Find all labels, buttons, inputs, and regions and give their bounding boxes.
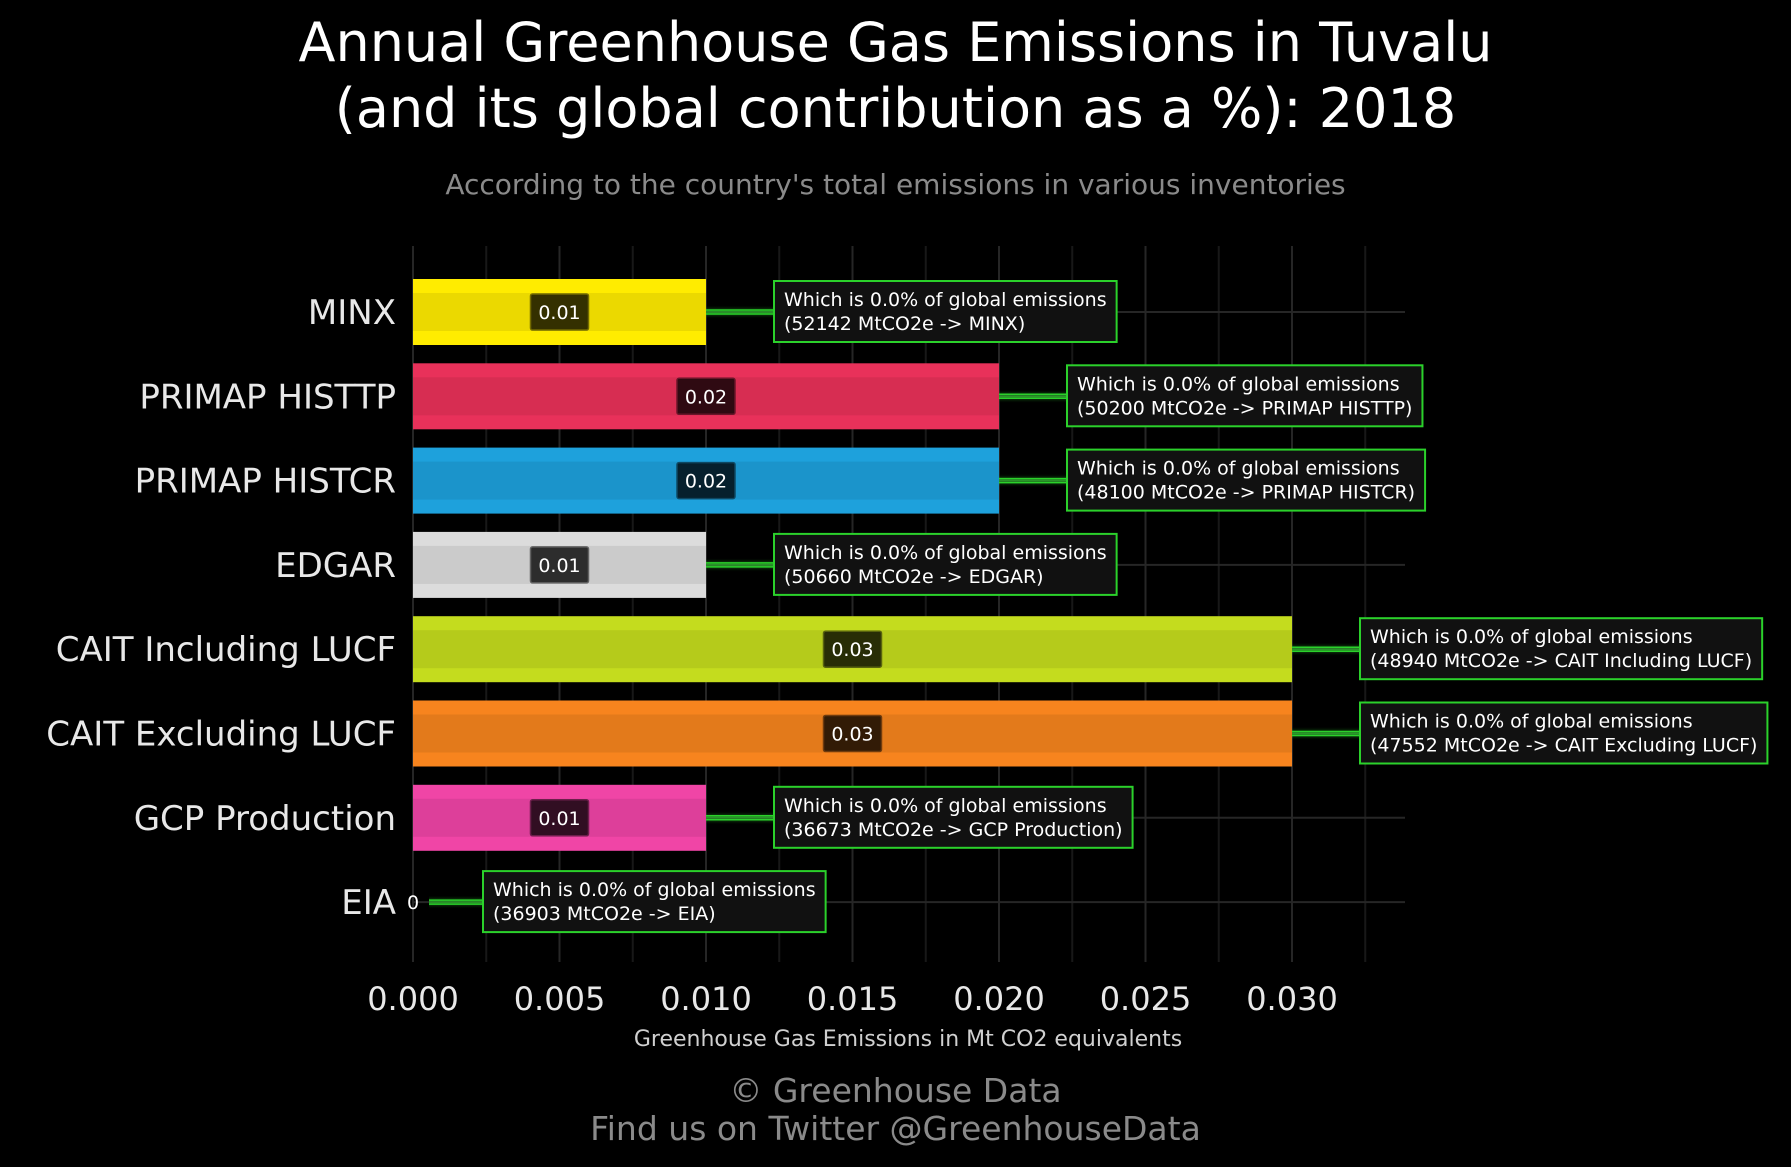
bar: 0.03 [413, 616, 1292, 683]
annotation: Which is 0.0% of global emissions(48100 … [1066, 448, 1427, 512]
connector-glow [999, 389, 1067, 404]
y-axis-label: PRIMAP HISTTP [139, 377, 396, 417]
y-axis-label: CAIT Excluding LUCF [46, 715, 396, 755]
connector-glow [1292, 726, 1360, 741]
annotation-connector [999, 473, 1067, 488]
annotation-connector [706, 810, 774, 825]
annotation: Which is 0.0% of global emissions(50660 … [773, 532, 1118, 596]
annotation-line-1: Which is 0.0% of global emissions [1370, 626, 1693, 648]
annotation: Which is 0.0% of global emissions(36673 … [773, 785, 1134, 849]
connector-glow [429, 895, 483, 910]
y-axis-label: MINX [308, 293, 396, 333]
bar: 0.02 [413, 447, 999, 514]
annotation-connector [706, 305, 774, 319]
annotation: Which is 0.0% of global emissions(36903 … [482, 870, 827, 934]
connector-glow [706, 305, 774, 319]
title-line-1: Annual Greenhouse Gas Emissions in Tuval… [298, 11, 1493, 74]
annotation-line-2: (48940 MtCO2e -> CAIT Including LUCF) [1370, 650, 1752, 672]
value-label: 0.02 [685, 386, 727, 408]
value-label-box [676, 461, 736, 500]
x-axis-ticks: 0.000 0.005 0.010 0.015 0.020 0.025 0.030 [367, 980, 1338, 1018]
annotation-connector [999, 389, 1067, 404]
annotation-box [1359, 617, 1764, 681]
footer: © Greenhouse Data Find us on Twitter @Gr… [0, 1072, 1791, 1148]
annotation-box [773, 532, 1118, 596]
x-tick-label: 0.000 [367, 980, 459, 1018]
title-line-2: (and its global contribution as a %): 20… [334, 77, 1457, 140]
value-label-box [676, 377, 736, 416]
value-label: 0.01 [538, 808, 580, 830]
annotation-line-2: (50660 MtCO2e -> EDGAR) [784, 566, 1044, 588]
x-tick-label: 0.015 [807, 980, 899, 1018]
value-label-box [529, 546, 590, 584]
grid-lines [412, 246, 1405, 962]
annotation-connector [429, 895, 483, 910]
annotation-line-2: (50200 MtCO2e -> PRIMAP HISTTP) [1077, 397, 1412, 419]
connector-glow [999, 473, 1067, 488]
annotation-line-2: (36673 MtCO2e -> GCP Production) [784, 819, 1123, 841]
x-tick-label: 0.010 [660, 980, 752, 1018]
annotation: Which is 0.0% of global emissions(52142 … [773, 280, 1118, 343]
annotation-line-2: (47552 MtCO2e -> CAIT Excluding LUCF) [1370, 735, 1757, 757]
y-axis-labels: MINX PRIMAP HISTTP PRIMAP HISTCR EDGAR CAIT … [46, 293, 396, 923]
annotation: Which is 0.0% of global emissions(47552 … [1359, 701, 1769, 765]
value-label-box [822, 714, 883, 753]
annotation-connector [706, 557, 774, 572]
annotation-box [773, 785, 1134, 849]
bar: 0.01 [413, 784, 706, 851]
value-label: 0 [407, 892, 419, 914]
annotation: Which is 0.0% of global emissions(48940 … [1359, 617, 1764, 681]
connector-glow [706, 810, 774, 825]
bar: 0.03 [413, 700, 1292, 767]
connector-glow [1292, 642, 1360, 657]
y-axis-label: EIA [341, 883, 396, 923]
x-axis-label: Greenhouse Gas Emissions in Mt CO2 equiv… [634, 1027, 1182, 1052]
x-tick-label: 0.030 [1246, 980, 1338, 1018]
annotation-line-2: (52142 MtCO2e -> MINX) [784, 313, 1025, 335]
value-label: 0.01 [538, 555, 580, 577]
annotation-connector [1292, 726, 1360, 741]
value-label-box [822, 630, 883, 668]
annotation-line-2: (36903 MtCO2e -> EIA) [493, 903, 716, 925]
x-tick-label: 0.020 [953, 980, 1045, 1018]
x-tick-label: 0.005 [514, 980, 606, 1018]
annotation-line-1: Which is 0.0% of global emissions [493, 879, 816, 901]
annotation-box [773, 280, 1118, 343]
annotation-box [1066, 364, 1424, 428]
annotation-box [1066, 448, 1427, 512]
annotation-connector [1292, 642, 1360, 657]
annotation-line-1: Which is 0.0% of global emissions [1077, 458, 1400, 480]
annotation-line-1: Which is 0.0% of global emissions [784, 795, 1107, 817]
y-axis-label: EDGAR [275, 546, 396, 586]
value-label: 0.03 [831, 639, 873, 661]
y-axis-label: CAIT Including LUCF [56, 630, 396, 670]
chart-subtitle: According to the country's total emissio… [445, 168, 1346, 201]
annotation-line-1: Which is 0.0% of global emissions [784, 289, 1107, 311]
bar: 0.02 [413, 363, 999, 430]
y-axis-label: PRIMAP HISTCR [135, 462, 396, 502]
annotation-line-2: (48100 MtCO2e -> PRIMAP HISTCR) [1077, 482, 1415, 504]
annotation-line-1: Which is 0.0% of global emissions [1077, 373, 1400, 395]
bar: 0.01 [413, 531, 706, 598]
value-label: 0.03 [831, 724, 873, 746]
annotation-line-1: Which is 0.0% of global emissions [784, 542, 1107, 564]
footer-twitter: Find us on Twitter @GreenhouseData [590, 1109, 1201, 1148]
chart-title: Annual Greenhouse Gas Emissions in Tuval… [0, 10, 1791, 142]
value-label-box [529, 293, 590, 331]
annotation-line-1: Which is 0.0% of global emissions [1370, 711, 1693, 733]
annotation-box [1359, 701, 1769, 765]
annotation-box [482, 870, 827, 934]
value-label-box [529, 799, 590, 837]
connector-glow [706, 557, 774, 572]
x-tick-label: 0.025 [1100, 980, 1192, 1018]
footer-copyright: © Greenhouse Data [729, 1071, 1062, 1110]
y-axis-label: GCP Production [134, 799, 396, 839]
annotation: Which is 0.0% of global emissions(50200 … [1066, 364, 1424, 428]
value-label: 0.02 [685, 471, 727, 493]
value-label: 0.01 [538, 302, 580, 324]
bar: 0.01 [413, 279, 706, 345]
